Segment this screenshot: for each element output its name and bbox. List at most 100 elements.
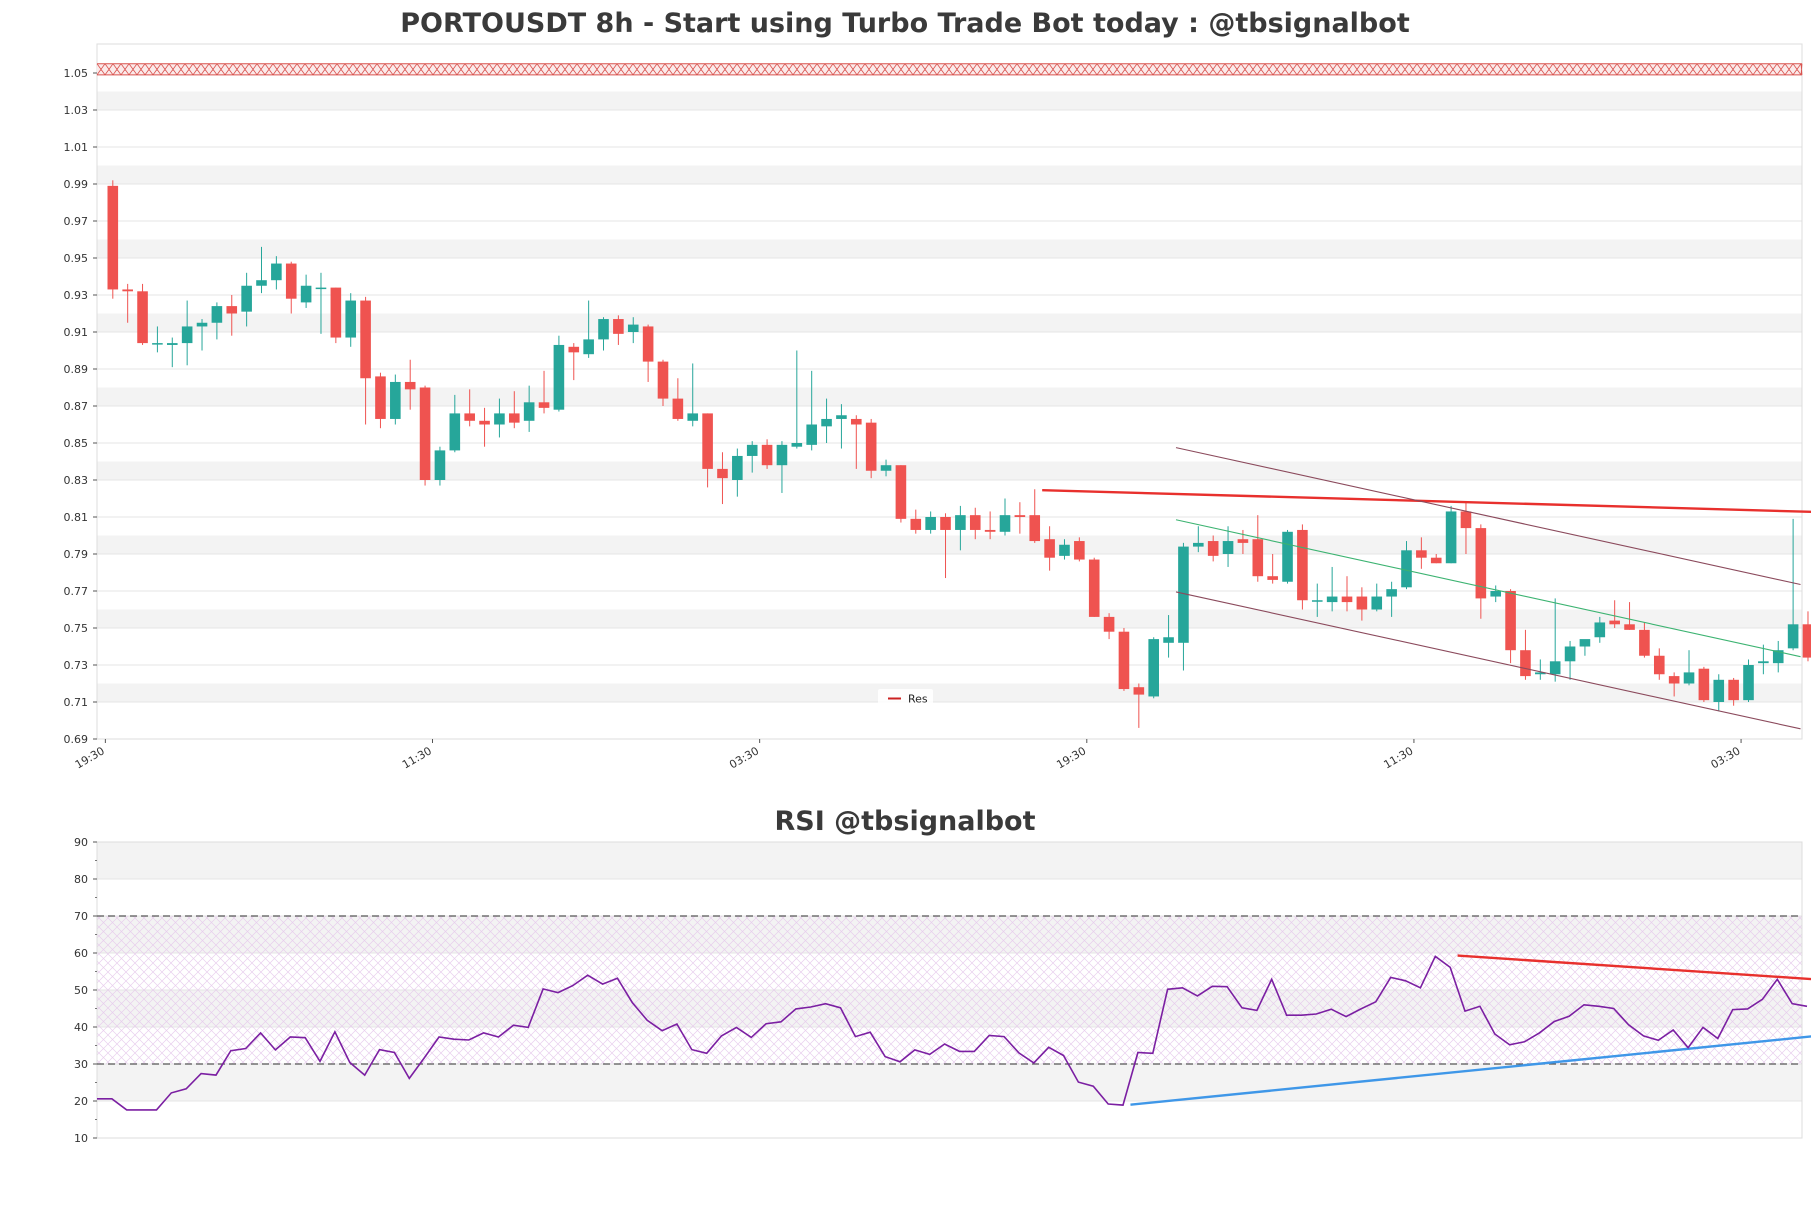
rsi-y-tick-label: 90 bbox=[74, 836, 88, 849]
price-y-tick-label: 0.93 bbox=[64, 289, 89, 302]
candle bbox=[1802, 611, 1811, 662]
price-y-axis: 0.69 0.71 0.73 0.75 0.77 0.79 0.81 0.83 0.85 0.87… bbox=[64, 67, 97, 746]
candle-body bbox=[434, 450, 446, 480]
candle-body bbox=[910, 518, 922, 530]
candle-body bbox=[1549, 661, 1561, 675]
rsi-y-tick-label: 50 bbox=[74, 984, 88, 997]
price-y-tick-label: 0.71 bbox=[64, 696, 89, 709]
candle bbox=[836, 404, 847, 449]
rsi-y-tick-label: 60 bbox=[74, 947, 88, 960]
candle-body bbox=[568, 346, 580, 353]
candle bbox=[627, 317, 639, 344]
candle-body bbox=[538, 402, 550, 408]
candle-body bbox=[1148, 639, 1159, 697]
candle-body bbox=[1133, 687, 1145, 695]
rsi-hatched-zone bbox=[97, 916, 1802, 1064]
candle-body bbox=[821, 418, 832, 427]
candle-body bbox=[330, 287, 342, 338]
candle bbox=[1490, 585, 1502, 603]
candle-body bbox=[1252, 539, 1264, 577]
candle-body bbox=[107, 185, 119, 290]
price-y-tick-label: 0.73 bbox=[64, 659, 89, 672]
candle-body bbox=[1728, 679, 1739, 701]
price-plot-frame bbox=[96, 43, 1803, 740]
price-y-tick-label: 0.83 bbox=[64, 474, 89, 487]
price-grid-band bbox=[97, 91, 1802, 110]
resistance-band-fill bbox=[97, 63, 1802, 75]
candle bbox=[1222, 526, 1234, 567]
candle-body bbox=[256, 280, 267, 286]
candle-body bbox=[464, 413, 475, 421]
price-y-tick-label: 0.91 bbox=[64, 326, 89, 339]
candle bbox=[330, 287, 342, 344]
candle-body bbox=[226, 306, 238, 314]
candle-body bbox=[1416, 550, 1427, 558]
candle-body bbox=[1371, 596, 1383, 610]
candle bbox=[1341, 576, 1353, 612]
candle bbox=[1044, 526, 1055, 571]
candle-body bbox=[1475, 528, 1487, 599]
candle bbox=[1772, 640, 1784, 673]
price-grid-bands bbox=[97, 72, 1802, 740]
candle-body bbox=[940, 517, 951, 530]
candle-body bbox=[494, 413, 505, 425]
candle-body bbox=[315, 287, 327, 290]
candle-body bbox=[880, 465, 892, 471]
candle bbox=[851, 415, 862, 469]
candle bbox=[1088, 557, 1100, 617]
rsi-trend-lines bbox=[1130, 954, 1811, 1106]
candle-body bbox=[1088, 559, 1100, 617]
candle bbox=[717, 452, 728, 505]
candle bbox=[984, 511, 996, 540]
candle-body bbox=[999, 515, 1011, 532]
candle bbox=[464, 389, 475, 427]
candle bbox=[583, 300, 594, 358]
candle bbox=[256, 246, 267, 294]
price-y-tick-label: 0.85 bbox=[64, 437, 89, 450]
candle-body bbox=[1178, 546, 1189, 643]
candle bbox=[865, 418, 877, 479]
candle bbox=[1639, 622, 1650, 658]
candle bbox=[1118, 628, 1130, 691]
candle bbox=[226, 295, 238, 336]
candle-body bbox=[1445, 511, 1457, 564]
candle bbox=[1579, 639, 1591, 656]
candle bbox=[300, 274, 312, 308]
candle-body bbox=[1326, 596, 1338, 603]
candle-body bbox=[1282, 531, 1293, 582]
candle bbox=[1133, 683, 1145, 728]
candle-body bbox=[345, 300, 357, 338]
candle-body bbox=[865, 422, 877, 471]
price-y-tick-label: 0.69 bbox=[64, 733, 89, 746]
candle bbox=[1430, 554, 1442, 564]
candle bbox=[1282, 529, 1293, 584]
candle-body bbox=[627, 324, 639, 332]
price-y-tick-label: 0.97 bbox=[64, 215, 89, 228]
candle-body bbox=[791, 443, 803, 447]
candle-body bbox=[1386, 589, 1397, 597]
candle-body bbox=[895, 465, 907, 519]
candle bbox=[345, 293, 357, 347]
candle bbox=[1371, 583, 1383, 612]
candle bbox=[1074, 537, 1085, 562]
candle bbox=[315, 272, 327, 334]
candle-body bbox=[925, 517, 936, 530]
candle bbox=[241, 272, 252, 327]
channel-upper-line bbox=[1175, 447, 1801, 586]
price-y-tick-label: 0.87 bbox=[64, 400, 89, 413]
candle-body bbox=[404, 381, 416, 390]
candle-body bbox=[1014, 515, 1026, 517]
candle bbox=[1178, 542, 1189, 671]
candle bbox=[1728, 677, 1739, 706]
candle bbox=[761, 439, 773, 469]
candle-body bbox=[181, 326, 193, 344]
candle bbox=[895, 465, 907, 523]
candle-body bbox=[241, 285, 252, 312]
candle bbox=[375, 372, 386, 429]
candle-body bbox=[1222, 541, 1234, 554]
candle bbox=[1207, 535, 1219, 562]
price-y-tick-label: 1.01 bbox=[64, 141, 89, 154]
candle bbox=[1297, 524, 1308, 610]
candle bbox=[1416, 537, 1427, 569]
rsi-y-tick-label: 80 bbox=[74, 873, 88, 886]
